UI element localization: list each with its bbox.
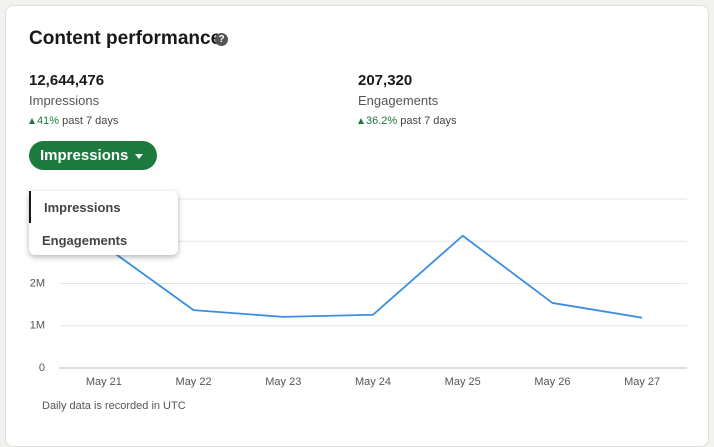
change-period: past 7 days: [400, 115, 457, 127]
x-tick-label: May 25: [445, 376, 481, 388]
y-tick-label: 1M: [30, 320, 45, 332]
dropdown-menu: Impressions Engagements: [29, 191, 178, 255]
menu-option[interactable]: Engagements: [42, 233, 128, 248]
page: {"header": {"title": "Content performanc…: [5, 5, 709, 447]
footnote: Daily data is recorded in UTC: [42, 400, 186, 412]
x-tick-label: May 27: [624, 376, 660, 388]
help-icon[interactable]: ?: [215, 33, 228, 46]
menu-option[interactable]: Impressions: [44, 200, 121, 215]
selected-indicator: [29, 191, 31, 223]
metric-button[interactable]: Impressions: [29, 141, 158, 170]
x-tick-label: May 26: [534, 376, 570, 388]
x-tick-label: May 21: [86, 376, 122, 388]
x-tick-label: May 24: [355, 376, 391, 388]
card-title: Content performance: [29, 28, 222, 49]
stat-label: Engagements: [358, 93, 439, 108]
y-tick-label: 2M: [30, 277, 45, 289]
stat-change: 36.2% past 7 days: [358, 115, 457, 127]
change-pct: 36.2%: [366, 115, 398, 127]
stat-value: 12,644,476: [29, 72, 105, 89]
stat-value: 207,320: [358, 72, 413, 89]
stat-label: Impressions: [29, 93, 100, 108]
y-tick-label: 0: [39, 362, 45, 374]
change-pct: 41%: [37, 115, 60, 127]
change-period: past 7 days: [62, 115, 119, 127]
x-tick-label: May 22: [176, 376, 212, 388]
button-label: Impressions: [40, 147, 129, 164]
data-line: [103, 234, 643, 319]
x-tick-label: May 23: [265, 376, 301, 388]
stat-change: 41% past 7 days: [29, 115, 118, 127]
